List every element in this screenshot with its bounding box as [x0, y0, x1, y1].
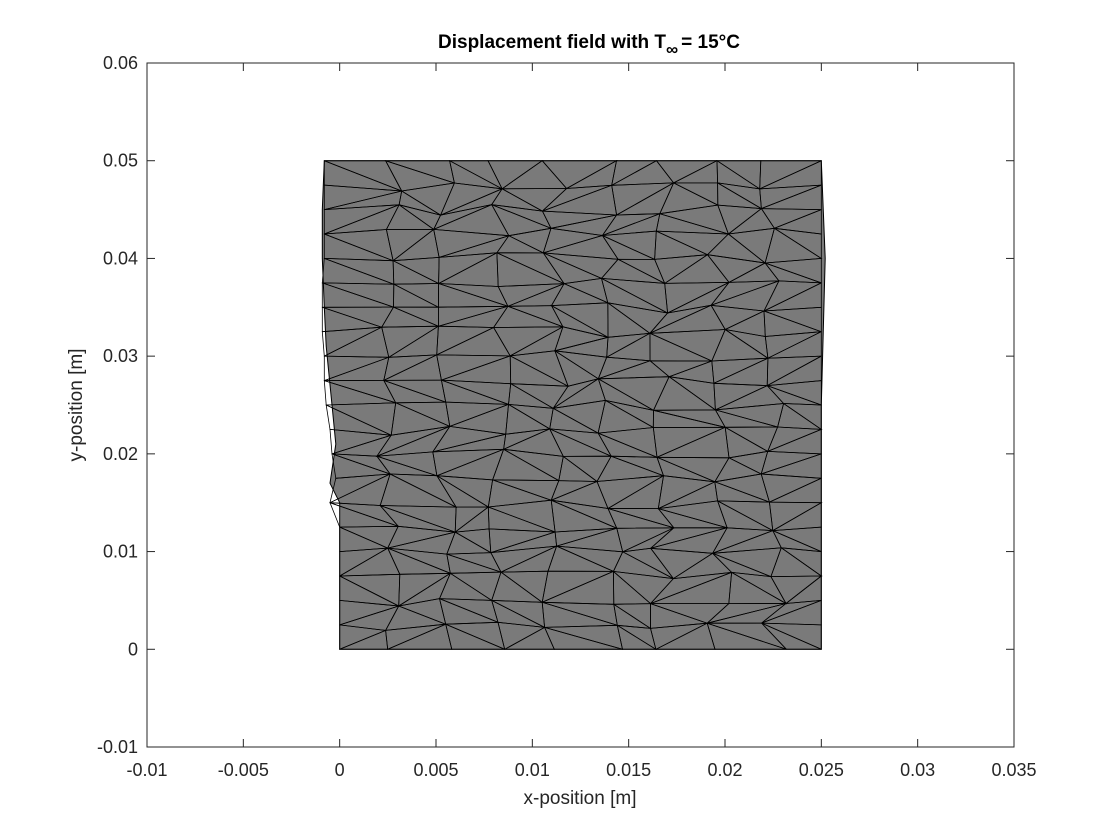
x-axis-label: x-position [m]: [524, 788, 637, 809]
chart-title: Displacement field with T∞ = 15°C: [438, 32, 740, 59]
y-tick-label: 0.02: [103, 444, 138, 464]
x-tick-label: -0.01: [126, 760, 167, 780]
y-tick-label: 0.04: [103, 248, 138, 268]
y-axis-ticks: -0.01 0 0.01 0.02 0.03 0.04 0.05 0.06: [97, 53, 1014, 757]
chart-title-prefix: Displacement field with T: [438, 32, 666, 53]
y-tick-label: 0.06: [103, 53, 138, 73]
chart-title-suffix: = 15°C: [681, 32, 740, 53]
y-axis-label: y-position [m]: [66, 349, 87, 462]
x-tick-label: 0.02: [707, 760, 742, 780]
x-axis-ticks: -0.01 -0.005 0 0.005 0.01 0.015 0.02 0.025 0.03 0…: [126, 63, 1037, 780]
y-tick-label: 0.03: [103, 346, 138, 366]
axes: [146, 62, 1015, 748]
plot-area: [321, 159, 826, 651]
mesh-element: [655, 160, 718, 184]
x-tick-label: 0: [335, 760, 345, 780]
x-tick-label: 0.01: [515, 760, 550, 780]
mesh-element: [611, 160, 657, 187]
x-tick-label: 0.005: [413, 760, 458, 780]
mesh-element: [759, 160, 822, 190]
y-tick-label: 0: [128, 639, 138, 659]
chart-title-subscript: ∞: [666, 40, 678, 59]
axes-box: [146, 62, 1015, 748]
x-tick-label: 0.025: [799, 760, 844, 780]
mesh-element: [541, 160, 619, 190]
mesh-element: [487, 160, 544, 190]
y-tick-label: -0.01: [97, 737, 138, 757]
mesh-edges-layer: [321, 159, 823, 651]
y-tick-label: 0.01: [103, 542, 138, 562]
x-tick-label: 0.035: [991, 760, 1036, 780]
x-tick-label: -0.005: [218, 760, 269, 780]
x-tick-label: 0.015: [606, 760, 651, 780]
y-tick-label: 0.05: [103, 151, 138, 171]
x-tick-label: 0.03: [900, 760, 935, 780]
